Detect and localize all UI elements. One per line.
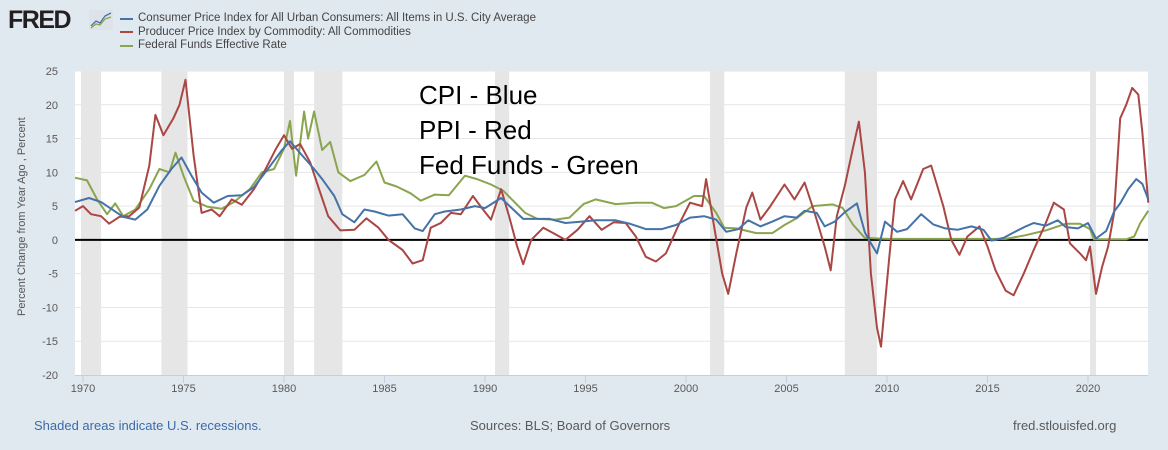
x-tick-label: 1975 <box>171 383 195 395</box>
y-tick-label: -5 <box>48 269 58 281</box>
recession-band <box>161 71 188 375</box>
recession-shading <box>80 71 1097 375</box>
sources-text: Sources: BLS; Board of Governors <box>470 418 671 433</box>
legend-label-ppi: Producer Price Index by Commodity: All C… <box>138 25 411 38</box>
legend-swatch-fedfunds <box>120 44 133 47</box>
recession-note: Shaded areas indicate U.S. recessions. <box>34 418 262 433</box>
y-tick-label: 20 <box>46 100 58 112</box>
recession-band <box>284 71 295 375</box>
series-lines <box>74 78 1150 348</box>
annotation-text: CPI - Blue PPI - Red Fed Funds - Green <box>419 80 639 180</box>
series-line-ppi <box>74 78 1150 348</box>
legend-swatch-ppi <box>120 31 133 34</box>
x-tick-label: 1970 <box>71 383 95 395</box>
x-tick-label: 1980 <box>272 383 296 395</box>
y-tick-label: 25 <box>46 66 58 78</box>
x-tick-label: 1985 <box>372 383 396 395</box>
legend-swatch-cpi <box>120 17 133 20</box>
series-line-fedfunds <box>74 110 1150 241</box>
y-tick-label: 0 <box>52 235 58 247</box>
recession-band <box>314 71 343 375</box>
legend-item-fedfunds[interactable]: Federal Funds Effective Rate <box>120 39 536 53</box>
recession-band <box>1090 71 1097 375</box>
series-line-cpi <box>74 140 1150 255</box>
y-tick-label: -15 <box>42 336 58 348</box>
legend-label-cpi: Consumer Price Index for All Urban Consu… <box>138 12 536 24</box>
recession-band <box>844 71 877 375</box>
y-tick-label: 5 <box>52 201 58 213</box>
fred-logo[interactable]: FRED <box>8 6 72 34</box>
y-tick-labels: -20 -15 -10 -5 0 5 10 15 20 25 <box>42 66 58 382</box>
y-tick-label: 15 <box>46 134 58 146</box>
x-tick-labels: 1970 1975 1980 1985 1990 1995 2000 2005 2010 2015… <box>71 375 1100 395</box>
recession-band <box>80 71 102 375</box>
x-tick-label: 2005 <box>774 383 798 395</box>
legend-label-fedfunds: Federal Funds Effective Rate <box>138 39 287 51</box>
site-link[interactable]: fred.stlouisfed.org <box>1013 418 1117 433</box>
annotation-ppi: PPI - Red <box>419 115 532 145</box>
y-tick-label: -10 <box>42 302 58 314</box>
y-tick-label: -20 <box>42 370 58 382</box>
annotation-fedfunds: Fed Funds - Green <box>419 150 639 180</box>
chart-legend: Consumer Price Index for All Urban Consu… <box>120 12 536 53</box>
recession-band <box>495 71 510 375</box>
legend-item-cpi[interactable]: Consumer Price Index for All Urban Consu… <box>120 12 536 26</box>
recession-band <box>710 71 725 375</box>
x-tick-label: 2010 <box>875 383 899 395</box>
x-tick-label: 2000 <box>674 383 698 395</box>
x-tick-label: 2015 <box>975 383 999 395</box>
x-tick-label: 2020 <box>1076 383 1100 395</box>
x-tick-label: 1990 <box>473 383 497 395</box>
line-chart-icon <box>89 10 113 30</box>
annotation-cpi: CPI - Blue <box>419 80 538 110</box>
legend-item-ppi[interactable]: Producer Price Index by Commodity: All C… <box>120 26 536 40</box>
x-tick-label: 1995 <box>573 383 597 395</box>
y-tick-label: 10 <box>46 167 58 179</box>
